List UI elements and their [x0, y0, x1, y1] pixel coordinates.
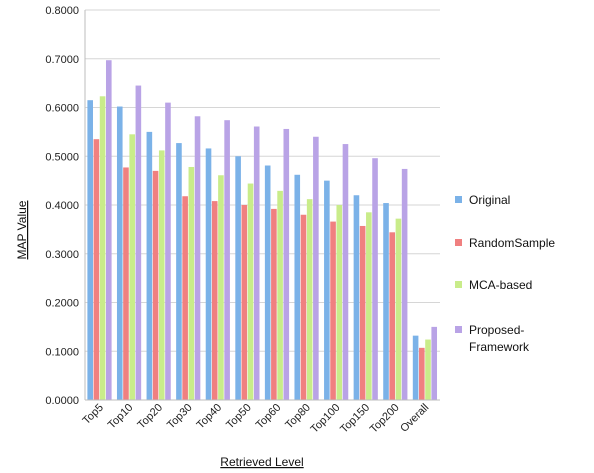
- y-tick-label: 0.8000: [45, 5, 79, 17]
- x-axis-ticks: Top5 Top10 Top20 Top30 Top40 Top50 Top60 Top80T…: [81, 402, 432, 436]
- bar-original: [412, 335, 419, 400]
- bar-original: [383, 203, 389, 400]
- bar-randomsample: [182, 196, 188, 400]
- bar-randomsample: [359, 225, 366, 400]
- bar-original: [116, 106, 123, 400]
- y-tick-label: 0.7000: [45, 54, 79, 66]
- bar-proposed-framework: [431, 326, 438, 401]
- bar-mca-based: [247, 183, 254, 400]
- y-tick-label: 0.5000: [45, 151, 79, 163]
- bar-randomsample: [123, 167, 129, 400]
- bar-proposed-framework: [401, 168, 408, 400]
- x-tick-label: Overall: [398, 402, 431, 435]
- bar-original: [146, 131, 153, 401]
- bar-proposed-framework: [194, 116, 201, 400]
- gridlines: [85, 9, 440, 401]
- x-tick-label: Top60: [254, 402, 284, 432]
- bar-randomsample: [419, 347, 425, 400]
- legend: Original RandomSample MCA-based Proposed- Fr…: [455, 193, 555, 354]
- bar-mca-based: [129, 134, 135, 400]
- bar-original: [176, 143, 182, 400]
- x-tick-label: Top5: [81, 402, 106, 427]
- bar-mca-based: [336, 205, 343, 400]
- x-tick-label: Top10: [106, 402, 136, 432]
- legend-swatch: [455, 196, 462, 203]
- x-tick-label: Top50: [224, 402, 254, 432]
- bar-proposed-framework: [253, 126, 260, 400]
- legend-label: Proposed-: [469, 323, 524, 337]
- legend-swatch: [455, 239, 462, 246]
- legend-label: RandomSample: [469, 236, 555, 250]
- legend-label: MCA-based: [469, 278, 532, 292]
- bar-mca-based: [99, 96, 106, 400]
- bar-mca-based: [218, 175, 224, 400]
- legend-label: Framework: [469, 340, 530, 354]
- bar-proposed-framework: [372, 158, 378, 400]
- bar-mca-based: [158, 150, 165, 400]
- bar-proposed-framework: [165, 102, 171, 401]
- bar-proposed-framework: [313, 136, 319, 400]
- bar-mca-based: [395, 218, 402, 400]
- bar-mca-based: [366, 212, 372, 400]
- legend-label: Original: [469, 193, 510, 207]
- x-axis-title: Retrieved Level: [220, 455, 303, 469]
- legend-swatch: [455, 326, 462, 333]
- bar-original: [205, 148, 212, 400]
- y-tick-label: 0.4000: [45, 200, 79, 212]
- y-tick-label: 0.6000: [45, 103, 79, 115]
- bar-original: [324, 180, 330, 401]
- bar-randomsample: [241, 205, 248, 400]
- bar-original: [294, 174, 301, 400]
- bar-randomsample: [152, 170, 159, 400]
- y-tick-label: 0.0000: [45, 395, 79, 407]
- x-tick-label: Top20: [135, 402, 165, 432]
- x-tick-label: Top100: [309, 402, 343, 436]
- bar-randomsample: [300, 214, 307, 400]
- bar-proposed-framework: [224, 120, 230, 401]
- legend-swatch: [455, 281, 462, 288]
- y-tick-label: 0.2000: [45, 298, 79, 310]
- bar-proposed-framework: [342, 144, 349, 400]
- x-tick-label: Top200: [368, 402, 402, 436]
- bar-mca-based: [425, 339, 431, 400]
- bar-mca-based: [306, 199, 313, 400]
- bar-original: [235, 156, 241, 400]
- bar-randomsample: [389, 232, 396, 400]
- bars: [87, 60, 438, 401]
- bar-original: [353, 195, 360, 400]
- bar-mca-based: [277, 190, 283, 400]
- bar-original: [87, 100, 93, 400]
- y-tick-label: 0.3000: [45, 249, 79, 261]
- y-axis-title: MAP Value: [15, 200, 29, 259]
- y-tick-label: 0.1000: [45, 346, 79, 358]
- bar-proposed-framework: [135, 85, 142, 400]
- y-axis-ticks: 0.0000 0.1000 0.2000 0.3000 0.4000 0.5000 0.60…: [45, 5, 79, 407]
- bar-randomsample: [93, 139, 100, 400]
- bar-proposed-framework: [105, 60, 112, 401]
- bar-randomsample: [211, 201, 218, 400]
- x-tick-label: Top40: [195, 402, 225, 432]
- bar-randomsample: [271, 208, 277, 400]
- bar-original: [264, 165, 271, 400]
- x-tick-label: Top30: [165, 402, 195, 432]
- bar-proposed-framework: [283, 128, 290, 400]
- bar-mca-based: [188, 166, 195, 400]
- bar-randomsample: [330, 221, 336, 400]
- x-tick-label: Top150: [338, 402, 372, 436]
